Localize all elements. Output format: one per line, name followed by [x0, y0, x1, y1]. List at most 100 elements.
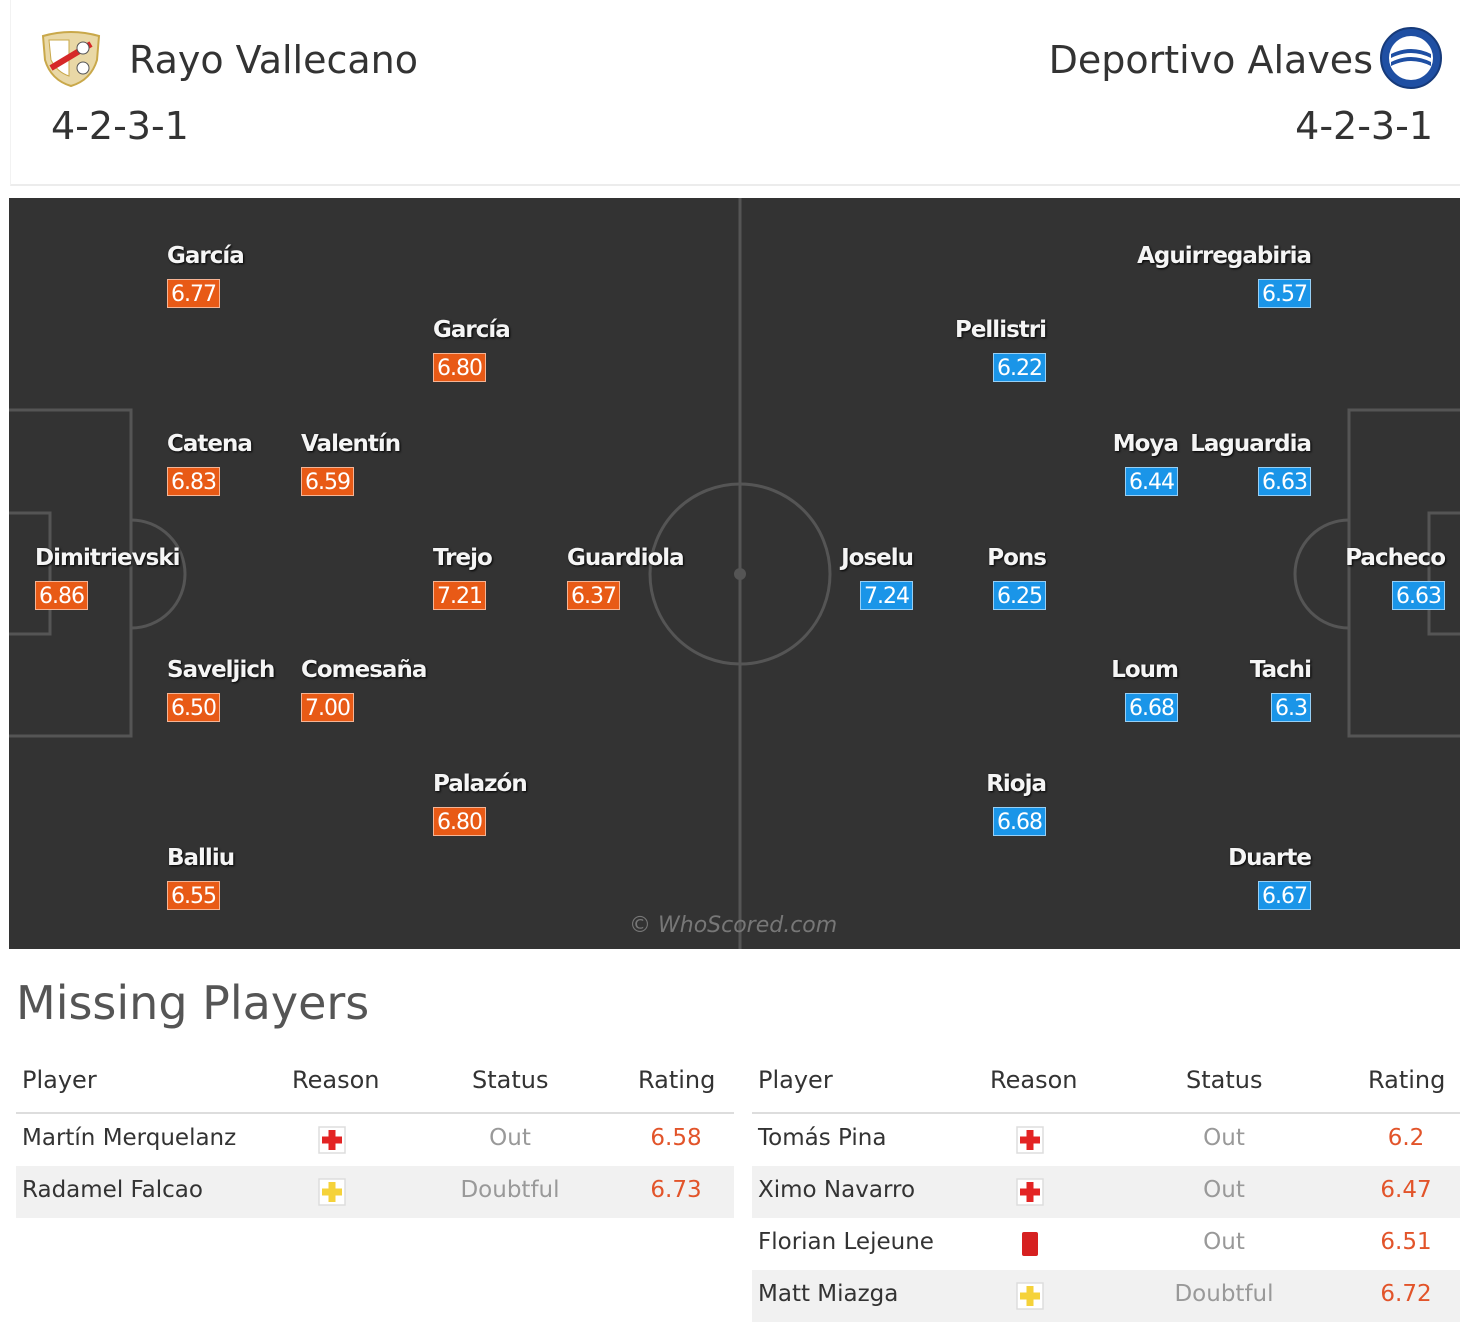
away-player-4[interactable]: Laguardia 6.63	[1151, 431, 1312, 503]
player-rating-badge: 6.57	[1258, 279, 1311, 308]
home-player-2[interactable]: García 6.80	[433, 317, 593, 389]
missing-status: Out	[1203, 1229, 1245, 1255]
rayo-vallecano-crest-icon[interactable]	[39, 30, 103, 88]
missing-rating: 6.47	[1380, 1177, 1432, 1203]
column-reason[interactable]: Reason	[292, 1066, 380, 1094]
away-team-name[interactable]: Deportivo Alaves	[1048, 38, 1373, 82]
player-name: Loum	[1111, 657, 1179, 683]
column-player[interactable]: Player	[22, 1066, 97, 1094]
away-player-3[interactable]: Moya 6.44	[1018, 431, 1179, 503]
player-name: Guardiola	[567, 545, 685, 571]
injury-icon	[1016, 1178, 1044, 1206]
missing-rating: 6.58	[650, 1125, 702, 1151]
table-row[interactable]: Radamel Falcao Doubtful 6.73	[16, 1166, 734, 1218]
player-rating-badge: 7.21	[433, 581, 486, 610]
home-player-8[interactable]: Saveljich 6.50	[167, 657, 327, 729]
missing-player-name[interactable]: Martín Merquelanz	[22, 1125, 237, 1151]
watermark: © WhoScored.com	[629, 913, 838, 938]
player-name: Saveljich	[167, 657, 275, 683]
away-player-6[interactable]: Pons 6.25	[886, 545, 1047, 617]
player-name: Pellistri	[954, 317, 1047, 343]
away-player-2[interactable]: Pellistri 6.22	[886, 317, 1047, 389]
player-rating-badge: 6.59	[301, 467, 354, 496]
home-player-5[interactable]: Dimitrievski 6.86	[35, 545, 195, 617]
missing-player-name[interactable]: Ximo Navarro	[758, 1177, 916, 1203]
missing-rating: 6.73	[650, 1177, 702, 1203]
missing-rating: 6.51	[1380, 1229, 1432, 1255]
pitch-markings	[9, 198, 1460, 949]
table-row[interactable]: Martín Merquelanz Out 6.58	[16, 1114, 734, 1166]
home-team-name[interactable]: Rayo Vallecano	[129, 38, 419, 82]
table-header: Player Reason Status Rating	[752, 1058, 1460, 1114]
away-player-11[interactable]: Duarte 6.67	[1151, 845, 1312, 917]
missing-status: Out	[489, 1125, 531, 1151]
away-player-9[interactable]: Tachi 6.3	[1151, 657, 1312, 729]
player-name: Aguirregabiria	[1137, 243, 1312, 269]
player-rating-badge: 6.67	[1258, 881, 1311, 910]
player-name: Balliu	[167, 845, 235, 871]
player-rating-badge: 6.63	[1258, 467, 1311, 496]
column-status[interactable]: Status	[472, 1066, 549, 1094]
home-player-11[interactable]: Balliu 6.55	[167, 845, 327, 917]
table-row[interactable]: Ximo Navarro Out 6.47	[752, 1166, 1460, 1218]
home-player-6[interactable]: Trejo 7.21	[433, 545, 593, 617]
missing-player-name[interactable]: Tomás Pina	[758, 1125, 887, 1151]
missing-player-name[interactable]: Radamel Falcao	[22, 1177, 203, 1203]
table-row[interactable]: Tomás Pina Out 6.2	[752, 1114, 1460, 1166]
table-header: Player Reason Status Rating	[16, 1058, 734, 1114]
away-player-1[interactable]: Aguirregabiria 6.57	[1137, 243, 1312, 315]
home-player-3[interactable]: Catena 6.83	[167, 431, 327, 503]
away-player-10[interactable]: Rioja 6.68	[886, 771, 1047, 843]
player-name: Comesaña	[301, 657, 427, 683]
column-reason[interactable]: Reason	[990, 1066, 1078, 1094]
column-rating[interactable]: Rating	[638, 1066, 716, 1094]
away-player-5[interactable]: Joselu 7.24	[753, 545, 914, 617]
away-missing-rows: Tomás Pina Out 6.2 Ximo Navarro Out 6.47 Flori…	[752, 1114, 1460, 1322]
home-player-7[interactable]: Guardiola 6.37	[567, 545, 727, 617]
column-rating[interactable]: Rating	[1368, 1066, 1446, 1094]
missing-player-name[interactable]: Florian Lejeune	[758, 1229, 934, 1255]
player-rating-badge: 7.00	[301, 693, 354, 722]
player-rating-badge: 6.80	[433, 807, 486, 836]
player-name: Pons	[987, 545, 1047, 571]
player-name: García	[433, 317, 511, 343]
missing-players-title: Missing Players	[16, 976, 370, 1030]
player-rating-badge: 6.80	[433, 353, 486, 382]
table-row[interactable]: Florian Lejeune Out 6.51	[752, 1218, 1460, 1270]
missing-rating: 6.2	[1387, 1125, 1425, 1151]
match-header: Rayo Vallecano 4-2-3-1 Deportivo Alaves …	[10, 0, 1460, 186]
injury-icon	[1016, 1126, 1044, 1154]
player-rating-badge: 6.63	[1392, 581, 1445, 610]
away-player-7[interactable]: Pacheco 6.63	[1285, 545, 1446, 617]
player-name: Pacheco	[1345, 545, 1446, 571]
player-rating-badge: 6.50	[167, 693, 220, 722]
lineup-pitch: García 6.77 García 6.80 Catena 6.83 Valentín 6.…	[9, 198, 1460, 949]
home-player-1[interactable]: García 6.77	[167, 243, 327, 315]
player-rating-badge: 7.24	[860, 581, 913, 610]
player-name: Valentín	[301, 431, 401, 457]
player-name: Tachi	[1249, 657, 1312, 683]
player-rating-badge: 6.44	[1125, 467, 1178, 496]
player-name: Joselu	[841, 545, 914, 571]
column-status[interactable]: Status	[1186, 1066, 1263, 1094]
home-player-9[interactable]: Comesaña 7.00	[301, 657, 461, 729]
player-name: García	[167, 243, 245, 269]
column-player[interactable]: Player	[758, 1066, 833, 1094]
away-missing-table: Player Reason Status Rating Tomás Pina Ou…	[752, 1058, 1460, 1322]
player-rating-badge: 6.22	[993, 353, 1046, 382]
away-formation: 4-2-3-1	[1295, 104, 1433, 148]
missing-status: Doubtful	[1174, 1281, 1274, 1307]
home-formation: 4-2-3-1	[51, 104, 189, 148]
table-row[interactable]: Matt Miazga Doubtful 6.72	[752, 1270, 1460, 1322]
player-rating-badge: 6.86	[35, 581, 88, 610]
missing-player-name[interactable]: Matt Miazga	[758, 1281, 899, 1307]
home-missing-rows: Martín Merquelanz Out 6.58 Radamel Falcao Do…	[16, 1114, 734, 1218]
deportivo-alaves-crest-icon[interactable]	[1379, 26, 1443, 90]
home-player-4[interactable]: Valentín 6.59	[301, 431, 461, 503]
away-player-8[interactable]: Loum 6.68	[1018, 657, 1179, 729]
home-player-10[interactable]: Palazón 6.80	[433, 771, 593, 843]
missing-status: Doubtful	[460, 1177, 560, 1203]
player-rating-badge: 6.37	[567, 581, 620, 610]
player-rating-badge: 6.3	[1271, 693, 1311, 722]
player-name: Duarte	[1228, 845, 1312, 871]
